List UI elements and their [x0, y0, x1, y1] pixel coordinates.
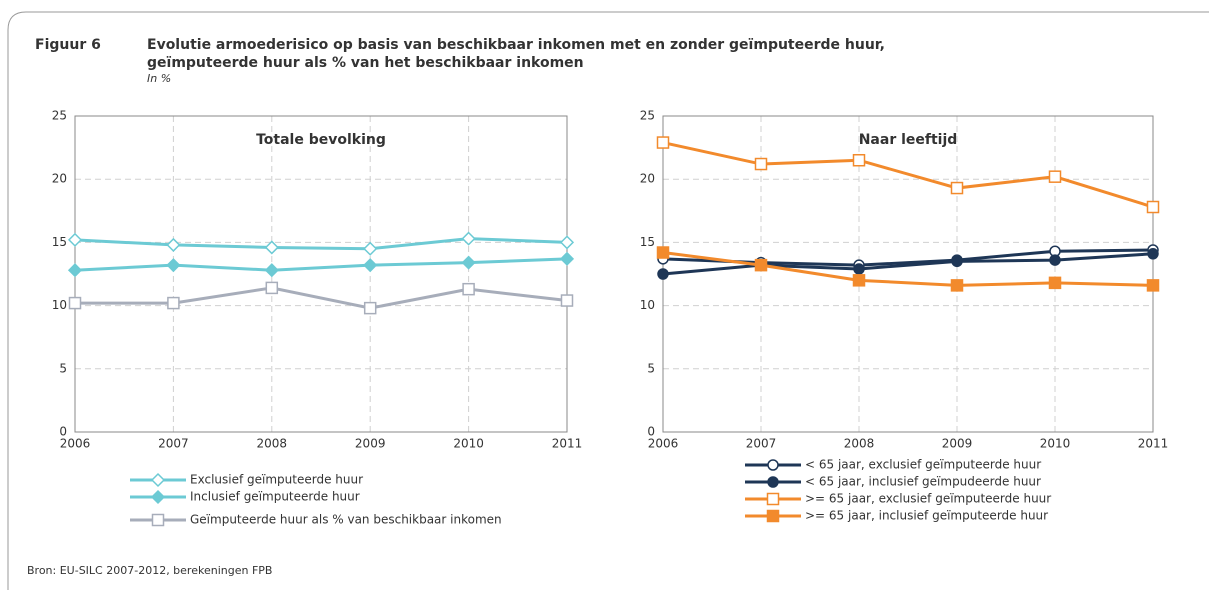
- marker: [950, 279, 964, 292]
- marker: [852, 153, 866, 167]
- y-tick-label: 0: [59, 425, 67, 439]
- marker: [754, 157, 768, 171]
- x-tick-label: 2006: [60, 437, 91, 451]
- y-tick-label: 15: [640, 235, 655, 249]
- marker: [67, 232, 83, 247]
- source: Bron: EU-SILC 2007-2012, berekeningen FP…: [27, 564, 272, 577]
- marker: [462, 282, 475, 296]
- marker: [67, 263, 83, 278]
- marker: [166, 258, 181, 273]
- y-tick-label: 25: [640, 109, 655, 123]
- x-tick-label: 2007: [158, 437, 189, 451]
- plot-frame: [662, 115, 1154, 433]
- marker: [656, 136, 670, 149]
- marker: [1048, 276, 1062, 290]
- figure-title: Evolutie armoederisico op basis van besc…: [147, 37, 885, 53]
- series-line: [74, 237, 568, 251]
- x-tick-label: 2007: [746, 437, 777, 451]
- series-line: [662, 251, 1154, 287]
- legend-label: < 65 jaar, exclusief geïmputeerde huur: [805, 458, 1041, 472]
- marker: [950, 181, 964, 195]
- marker: [363, 301, 377, 315]
- x-tick-label: 2008: [844, 437, 875, 451]
- y-tick-label: 20: [52, 172, 67, 186]
- marker: [1049, 254, 1061, 266]
- y-tick-label: 15: [52, 235, 67, 249]
- series-line: [74, 257, 568, 272]
- x-tick-label: 2010: [453, 437, 484, 451]
- series-line: [75, 286, 568, 310]
- marker: [461, 231, 476, 246]
- legend-marker: [766, 492, 780, 506]
- x-tick-label: 2011: [552, 437, 583, 451]
- chart-title: Naar leeftijd: [859, 132, 958, 148]
- legend-label: < 65 jaar, inclusief geïmpudeerde huur: [805, 475, 1041, 489]
- x-tick-label: 2011: [1138, 437, 1169, 451]
- marker: [1146, 200, 1160, 214]
- figure-label: Figuur 6: [35, 37, 101, 53]
- marker: [559, 251, 575, 266]
- marker: [657, 268, 669, 280]
- marker: [853, 263, 865, 275]
- y-tick-label: 25: [52, 109, 67, 123]
- legend-label: >= 65 jaar, exclusief geïmputeerde huur: [805, 492, 1051, 506]
- y-tick-label: 20: [640, 172, 655, 186]
- legend-marker: [150, 489, 166, 505]
- marker: [656, 246, 670, 259]
- marker: [1048, 170, 1062, 183]
- y-tick-label: 5: [647, 361, 655, 375]
- x-tick-label: 2008: [257, 437, 288, 451]
- x-tick-label: 2010: [1040, 437, 1071, 451]
- y-tick-label: 10: [52, 298, 67, 312]
- chart-title: Totale bevolking: [256, 132, 386, 148]
- frame: [7, 11, 1209, 590]
- legend-marker: [767, 476, 779, 488]
- marker: [951, 255, 963, 268]
- legend-marker: [766, 509, 780, 523]
- marker: [265, 281, 279, 295]
- marker: [264, 240, 279, 255]
- marker: [560, 294, 574, 307]
- marker: [754, 258, 768, 272]
- marker: [68, 296, 82, 310]
- figure-subtitle: In %: [147, 72, 171, 85]
- marker: [264, 263, 279, 278]
- marker: [559, 235, 575, 250]
- marker: [363, 258, 378, 273]
- series-line: [662, 141, 1154, 209]
- legend-label: Exclusief geïmputeerde huur: [190, 473, 363, 487]
- marker: [167, 296, 180, 310]
- series-line: [662, 252, 1154, 276]
- legend-marker: [150, 472, 166, 488]
- marker: [461, 255, 476, 270]
- x-tick-label: 2009: [942, 437, 973, 451]
- legend-label: >= 65 jaar, inclusief geïmputeerde huur: [805, 509, 1048, 523]
- legend-marker: [767, 459, 779, 471]
- marker: [166, 237, 181, 252]
- marker: [1147, 248, 1159, 260]
- marker: [852, 274, 866, 287]
- legend-marker: [151, 513, 165, 527]
- figure-title: geïmputeerde huur als % van het beschikb…: [147, 55, 584, 71]
- legend-label: Inclusief geïmputeerde huur: [190, 490, 360, 504]
- x-tick-label: 2006: [648, 437, 679, 451]
- y-tick-label: 0: [647, 425, 655, 439]
- plot-frame: [74, 115, 568, 433]
- marker: [363, 241, 378, 256]
- legend-label: Geïmputeerde huur als % van beschikbaar …: [190, 513, 502, 527]
- y-tick-label: 5: [59, 361, 67, 375]
- y-tick-label: 10: [640, 298, 655, 312]
- marker: [1146, 279, 1160, 292]
- x-tick-label: 2009: [355, 437, 386, 451]
